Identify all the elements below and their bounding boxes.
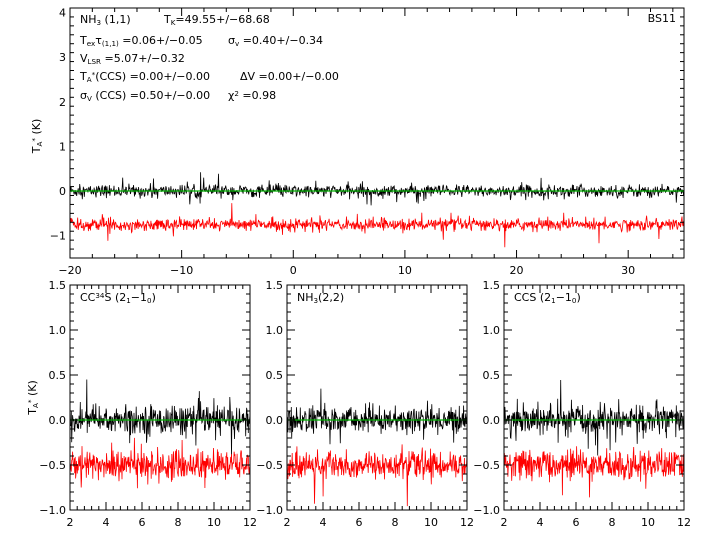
panel-title: NH3(2,2): [297, 291, 344, 305]
y-tick-label: 1.0: [483, 324, 501, 337]
x-tick-label: 12: [460, 516, 474, 529]
fit-parameter-label: NH3 (1,1): [80, 13, 131, 27]
y-tick-label: 0.0: [483, 414, 501, 427]
fit-parameter-label: χ2 =0.98: [228, 89, 276, 102]
observed-spectrum-line: [287, 388, 467, 445]
fit-parameter-label: TA*(CCS) =0.00+/−0.00: [79, 70, 210, 84]
y-tick-label: 1: [59, 140, 66, 153]
y-tick-label: 0: [59, 185, 66, 198]
y-tick-label: 1.0: [49, 324, 67, 337]
y-tick-label: −1.0: [39, 504, 66, 517]
nh3-22-spectrum-panel: 2 4 6 8 10 12 −1.0 −0.5 0.0 0.5 1.0 1.5 NH3(2,2): [256, 279, 474, 529]
ccs-spectrum-panel: 2 4 6 8 10 12 −1.0 −0.5 0.0 0.5 1.0 1.5 CCS (21−10): [473, 279, 691, 529]
residual-spectrum-line: [287, 444, 467, 507]
y-tick-label: 1.0: [266, 324, 284, 337]
x-tick-label: 6: [573, 516, 580, 529]
x-tick-label: 12: [243, 516, 257, 529]
fit-parameter-label: Texτ(1,1) =0.06+/−0.05: [79, 34, 203, 48]
x-tick-label: 2: [501, 516, 508, 529]
y-tick-label: −0.5: [256, 459, 283, 472]
y-tick-label: −1.0: [256, 504, 283, 517]
cc34s-spectrum-panel: 2 4 6 8 10 12 −1.0 −0.5 0.0 0.5 1.0 1.5 TA* (K) CC34S…: [26, 279, 257, 529]
x-tick-label: 4: [103, 516, 110, 529]
y-tick-label: −0.5: [39, 459, 66, 472]
x-tick-label: 6: [139, 516, 146, 529]
y-tick-label: 4: [59, 6, 66, 19]
panel-title: CC34S (21−10): [80, 291, 156, 305]
y-axis-label: TA* (K): [30, 119, 44, 155]
y-tick-label: −0.5: [473, 459, 500, 472]
source-id-label: BS11: [648, 12, 676, 25]
y-tick-label: 0.0: [266, 414, 284, 427]
x-tick-label: 10: [424, 516, 438, 529]
x-tick-label: 10: [398, 264, 412, 277]
x-tick-label: 20: [510, 264, 524, 277]
y-tick-label: 1.5: [483, 279, 501, 292]
x-tick-label: 10: [641, 516, 655, 529]
residual-spectrum-line: [70, 437, 250, 489]
residual-spectrum-line: [504, 446, 684, 498]
observed-spectrum-line: [70, 379, 250, 458]
plot-frame: [69, 284, 251, 511]
x-tick-label: 10: [207, 516, 221, 529]
observed-spectrum-line: [70, 172, 684, 206]
x-tick-label: 6: [356, 516, 363, 529]
x-tick-label: 4: [537, 516, 544, 529]
x-tick-label: 2: [67, 516, 74, 529]
y-tick-label: 0.5: [266, 369, 284, 382]
x-tick-label: 8: [175, 516, 182, 529]
y-tick-label: 1.5: [266, 279, 284, 292]
y-axis-label: TA* (K): [26, 380, 40, 416]
x-tick-label: 8: [609, 516, 616, 529]
fit-parameter-label: ΔV =0.00+/−0.00: [240, 70, 339, 83]
y-tick-label: 3: [59, 51, 66, 64]
x-tick-label: −10: [170, 264, 193, 277]
y-tick-label: 2: [59, 96, 66, 109]
plot-frame: [286, 284, 468, 511]
x-tick-label: 12: [677, 516, 691, 529]
x-tick-label: 30: [621, 264, 635, 277]
y-tick-label: 1.5: [49, 279, 67, 292]
y-tick-label: 0.0: [49, 414, 67, 427]
fit-parameter-label: σv =0.40+/−0.34: [228, 34, 323, 48]
y-tick-label: −1.0: [473, 504, 500, 517]
fit-parameter-label: VLSR =5.07+/−0.32: [80, 52, 185, 66]
fit-parameter-label: σV (CCS) =0.50+/−0.00: [80, 89, 210, 103]
plot-frame: [503, 284, 685, 511]
x-tick-label: 4: [320, 516, 327, 529]
fit-parameter-label: TK=49.55+/−68.68: [163, 13, 270, 27]
observed-spectrum-line: [504, 379, 684, 456]
x-tick-label: −20: [58, 264, 81, 277]
x-tick-label: 8: [392, 516, 399, 529]
y-tick-label: 0.5: [49, 369, 67, 382]
x-tick-label: 2: [284, 516, 291, 529]
y-tick-label: 0.5: [483, 369, 501, 382]
y-tick-label: −1: [50, 230, 66, 243]
x-tick-label: 0: [290, 264, 297, 277]
residual-spectrum-line: [70, 203, 684, 248]
panel-title: CCS (21−10): [514, 291, 581, 305]
